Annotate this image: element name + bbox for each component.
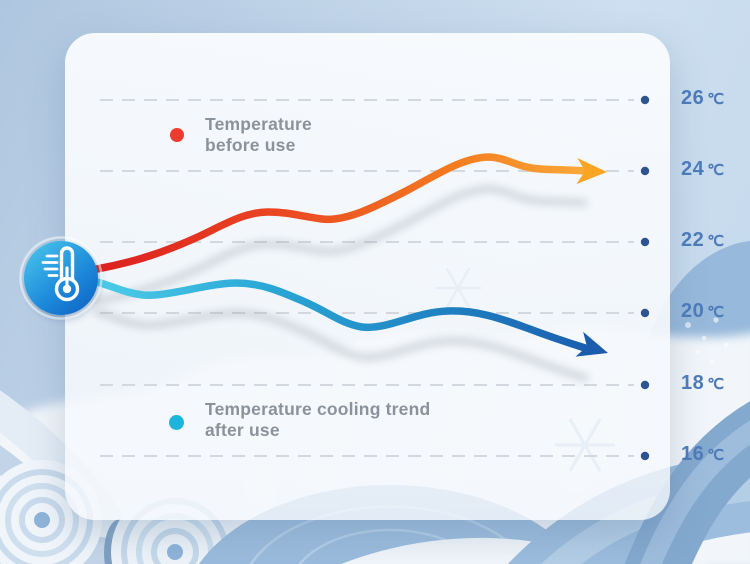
temperature-before-curve <box>93 153 588 273</box>
tick-label-16c: 16 ℃ <box>681 443 725 465</box>
legend-dot-after-use <box>169 415 184 430</box>
legend-before-use: Temperature before use <box>205 114 312 157</box>
legend-dot-before-use <box>170 128 184 142</box>
legend-after-line2: after use <box>205 420 280 441</box>
thermometer-icon <box>19 236 103 320</box>
legend-before-line1: Temperature <box>205 114 312 134</box>
tick-label-26c: 26 ℃ <box>681 87 725 109</box>
tick-label-20c: 20 ℃ <box>681 300 725 322</box>
chart-card <box>65 33 670 520</box>
legend-after-line1: Temperature cooling trend <box>205 399 431 419</box>
thermometer-badge <box>13 230 109 326</box>
fabric-tube-right-2-highlight <box>640 420 750 564</box>
arrow-right-down-icon <box>575 331 608 357</box>
tick-label-24c: 24 ℃ <box>681 158 725 180</box>
legend-after-use: Temperature cooling trend after use <box>205 399 430 442</box>
frost-sparkles <box>685 317 729 364</box>
snowflake-icon <box>434 267 482 309</box>
curve-shadows <box>93 184 589 382</box>
legend-before-line2: before use <box>205 135 296 156</box>
tick-label-22c: 22 ℃ <box>681 229 725 251</box>
arrow-right-icon <box>576 157 607 184</box>
gridline-end-dots <box>640 95 650 461</box>
tick-label-18c: 18 ℃ <box>681 372 725 394</box>
temperature-after-curve <box>93 278 589 352</box>
snowflake-icon <box>554 418 616 472</box>
